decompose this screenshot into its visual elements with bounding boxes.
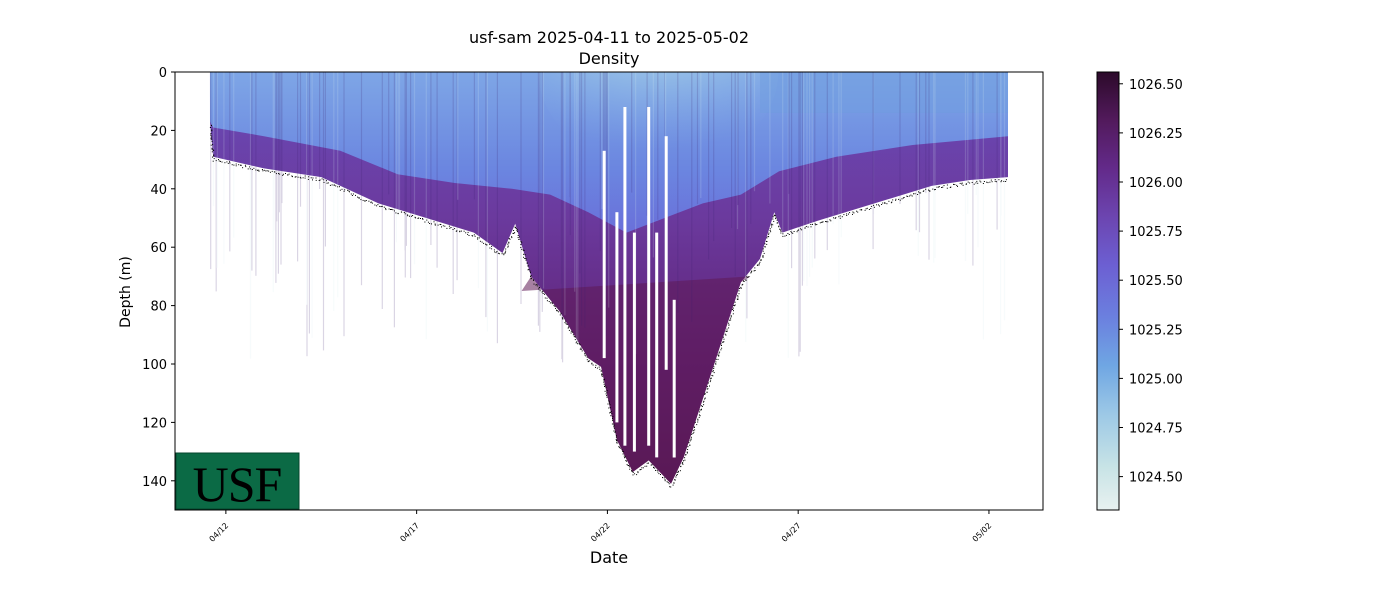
y-tick-label: 20 xyxy=(150,124,167,139)
light-surface-plume xyxy=(538,72,779,167)
y-tick-label: 140 xyxy=(142,475,167,490)
surface-band-right xyxy=(760,72,1009,113)
x-tick-label: 04/27 xyxy=(780,521,803,544)
plot-frame xyxy=(174,71,1044,511)
usf-logo-text: USF xyxy=(193,456,282,512)
x-tick-label: 05/02 xyxy=(971,521,994,544)
y-tick-label: 80 xyxy=(150,300,167,315)
data-gap xyxy=(655,232,659,458)
colorbar-tick-label: 1026.25 xyxy=(1129,127,1183,142)
colorbar-tick-label: 1025.00 xyxy=(1129,372,1183,387)
colorbar-tick-label: 1024.50 xyxy=(1129,471,1183,486)
x-axis: 04/12 04/17 04/22 04/27 05/02 xyxy=(208,510,994,544)
colorbar-tick-label: 1026.50 xyxy=(1129,78,1183,93)
density-field xyxy=(209,72,1009,488)
bottom-speckle xyxy=(209,124,1007,488)
data-gap xyxy=(647,107,651,446)
chart-title: usf-sam 2025-04-11 to 2025-05-02 xyxy=(469,28,749,47)
colorbar-tick-label: 1024.75 xyxy=(1129,422,1183,437)
y-tick-label: 0 xyxy=(159,66,167,81)
colorbar-tick-label: 1025.25 xyxy=(1129,323,1183,338)
colorbar-ticks: 1024.50 1024.75 1025.00 1025.25 1025.50 1025.… xyxy=(1119,78,1183,486)
data-gap xyxy=(602,150,606,359)
chart-subtitle: Density xyxy=(579,49,640,68)
y-axis: 0 20 40 60 80 100 120 140 xyxy=(142,66,175,490)
y-tick-label: 40 xyxy=(150,183,167,198)
data-gap xyxy=(664,136,668,370)
x-axis-label: Date xyxy=(590,548,628,567)
colorbar-tick-label: 1025.75 xyxy=(1129,225,1183,240)
data-gap xyxy=(623,107,627,446)
colorbar-tick-label: 1025.50 xyxy=(1129,274,1183,289)
x-tick-label: 04/17 xyxy=(398,521,421,544)
data-gap xyxy=(632,232,636,452)
data-gap xyxy=(615,212,619,423)
y-tick-label: 120 xyxy=(142,416,167,431)
colorbar: 1024.50 1024.75 1025.00 1025.25 1025.50 1025.… xyxy=(1096,71,1183,511)
usf-logo: USF xyxy=(175,452,300,512)
colorbar-tick-label: 1026.00 xyxy=(1129,176,1183,191)
x-tick-label: 04/22 xyxy=(589,521,612,544)
x-tick-label: 04/12 xyxy=(208,521,231,544)
data-gap xyxy=(672,299,676,458)
y-axis-label: Depth (m) xyxy=(118,256,134,328)
deep-dense-water xyxy=(521,276,751,484)
y-tick-label: 60 xyxy=(150,241,167,256)
y-tick-label: 100 xyxy=(142,358,167,373)
colorbar-gradient xyxy=(1096,71,1120,511)
data-gaps xyxy=(602,107,676,458)
